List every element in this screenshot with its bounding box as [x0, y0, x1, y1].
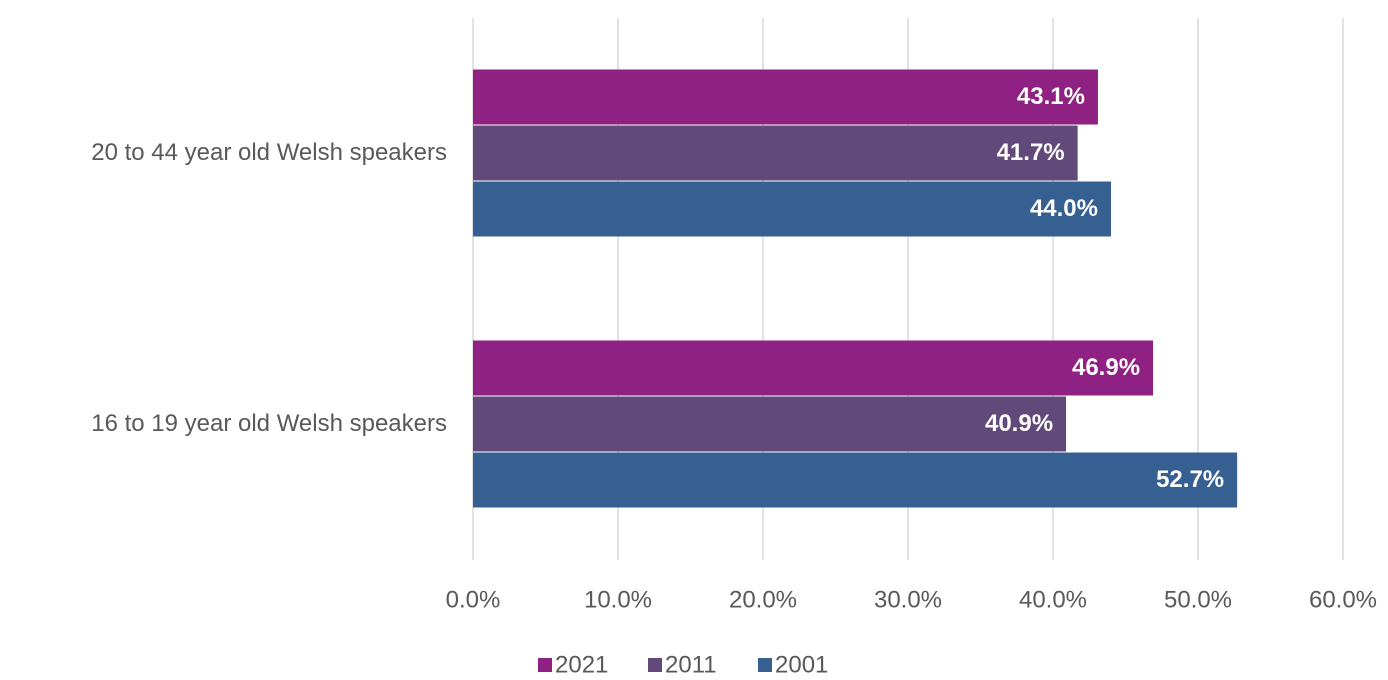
bar: [473, 181, 1111, 237]
x-tick-label: 10.0%: [584, 586, 652, 613]
x-tick-label: 20.0%: [729, 586, 797, 613]
data-label: 46.9%: [1072, 354, 1140, 381]
data-label: 43.1%: [1017, 83, 1085, 110]
bar: [473, 396, 1067, 452]
x-tick-label: 50.0%: [1164, 586, 1232, 613]
y-tick-label: 16 to 19 year old Welsh speakers: [91, 410, 447, 437]
bar: [473, 452, 1238, 508]
bar: [473, 125, 1078, 181]
y-tick-label: 20 to 44 year old Welsh speakers: [91, 139, 447, 166]
legend-label: 2001: [775, 651, 828, 678]
legend-label: 2021: [555, 651, 608, 678]
data-label: 40.9%: [985, 410, 1053, 437]
bar: [473, 340, 1154, 396]
bar: [473, 69, 1098, 125]
legend-label: 2011: [665, 651, 717, 678]
legend-swatch: [758, 658, 772, 672]
legend-swatch: [538, 658, 552, 672]
x-tick-label: 0.0%: [446, 586, 501, 613]
x-tick-label: 30.0%: [874, 586, 942, 613]
x-tick-label: 60.0%: [1309, 586, 1377, 613]
data-label: 41.7%: [997, 139, 1065, 166]
legend-swatch: [648, 658, 662, 672]
x-tick-label: 40.0%: [1019, 586, 1087, 613]
data-label: 44.0%: [1030, 195, 1098, 222]
data-label: 52.7%: [1156, 466, 1224, 493]
